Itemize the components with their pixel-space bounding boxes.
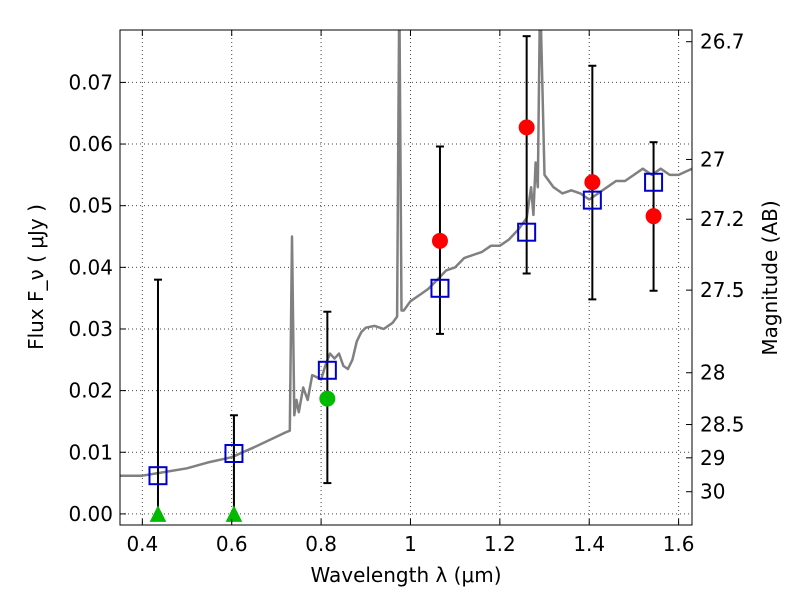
axes: 0.4 0.6 0.8 1 1.2 1.4 1.6 0.00 0.01 0.02 0.03 0.04 0…: [68, 30, 744, 556]
observed-point-marker: [518, 119, 535, 136]
y-tick-label: 0.04: [68, 255, 113, 279]
x-axis-label: Wavelength λ (μm): [310, 563, 501, 587]
x-tick-label: 0.8: [305, 532, 337, 556]
y-tick-label: 0.06: [68, 132, 113, 156]
y-tick-label: 0.05: [68, 194, 113, 218]
plot-area: [120, 30, 692, 522]
model-square-marker: [517, 222, 537, 242]
model-spectrum-line: [120, 30, 692, 477]
model-square-marker: [317, 360, 337, 380]
y-tick-label: 0.03: [68, 317, 113, 341]
model-square-marker: [644, 172, 664, 192]
right-axis-tick-label: 27.2: [700, 207, 745, 231]
observed-point-marker: [319, 390, 336, 407]
right-axis-tick-label: 28.5: [700, 413, 745, 437]
y-tick-label: 0.00: [68, 502, 113, 526]
x-tick-label: 1.2: [484, 532, 516, 556]
upper-limit-triangle-marker: [149, 505, 167, 522]
model-square-marker: [430, 278, 450, 298]
y-axis-label: Flux F_ν ( μJy ): [24, 204, 48, 350]
observed-point-marker: [645, 208, 662, 225]
right-axis-label: Magnitude (AB): [758, 200, 782, 355]
right-axis-tick-label: 26.7: [700, 30, 745, 54]
upper-limit-triangle-marker: [225, 505, 243, 522]
right-axis-tick-label: 27.5: [700, 278, 745, 302]
right-axis-tick-label: 30: [700, 480, 725, 504]
observed-point-marker: [431, 232, 448, 249]
model-square-marker: [224, 443, 244, 463]
y-tick-label: 0.07: [68, 70, 113, 94]
x-tick-label: 1.4: [573, 532, 605, 556]
plot-frame: [119, 29, 693, 526]
observed-point-marker: [584, 174, 601, 191]
model-square-marker: [148, 466, 168, 486]
y-tick-label: 0.02: [68, 379, 113, 403]
x-tick-label: 1.6: [663, 532, 695, 556]
right-axis-tick-label: 27: [700, 147, 725, 171]
right-axis-tick-label: 29: [700, 446, 725, 470]
right-axis-tick-label: 28: [700, 361, 725, 385]
x-tick-label: 0.4: [126, 532, 158, 556]
grid: [120, 30, 692, 525]
y-tick-label: 0.01: [68, 440, 113, 464]
x-tick-label: 0.6: [216, 532, 248, 556]
x-tick-label: 1: [404, 532, 417, 556]
model-square-marker: [582, 190, 602, 210]
